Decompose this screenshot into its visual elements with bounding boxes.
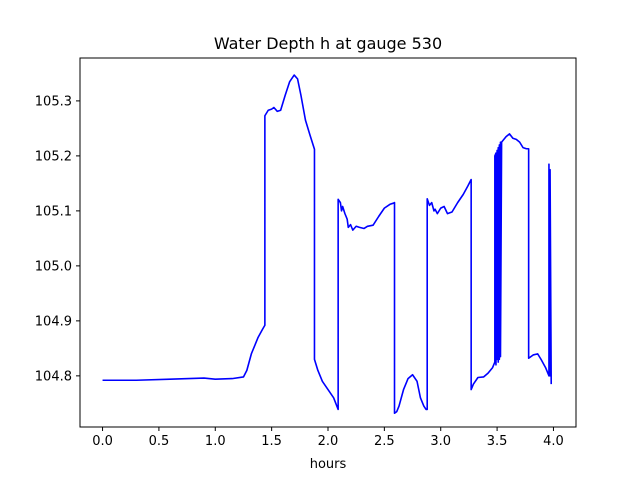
x-tick-label: 1.0 bbox=[205, 434, 226, 449]
y-tick-label: 104.8 bbox=[35, 369, 72, 384]
x-axis: 0.0 0.5 1.0 1.5 2.0 2.5 3.0 3.5 4.0 bbox=[92, 427, 564, 449]
y-axis: 104.8 104.9 105.0 105.1 105.2 105.3 bbox=[35, 94, 80, 384]
x-tick-label: 2.5 bbox=[374, 434, 395, 449]
x-tick-label: 3.0 bbox=[430, 434, 451, 449]
y-tick-label: 105.1 bbox=[35, 204, 72, 219]
x-tick-label: 3.5 bbox=[487, 434, 508, 449]
x-tick-label: 2.0 bbox=[318, 434, 339, 449]
y-tick-label: 105.0 bbox=[35, 259, 72, 274]
y-tick-label: 105.2 bbox=[35, 149, 72, 164]
plot-area bbox=[102, 74, 553, 415]
y-tick-label: 104.9 bbox=[35, 314, 72, 329]
y-tick-label: 105.3 bbox=[35, 94, 72, 109]
x-tick-label: 4.0 bbox=[543, 434, 564, 449]
chart-title: Water Depth h at gauge 530 bbox=[214, 34, 442, 53]
series-line-0 bbox=[102, 74, 553, 415]
x-tick-label: 0.0 bbox=[92, 434, 113, 449]
x-axis-label: hours bbox=[310, 457, 347, 472]
axes-frame bbox=[79, 57, 577, 428]
x-tick-label: 0.5 bbox=[149, 434, 170, 449]
x-tick-label: 1.5 bbox=[261, 434, 282, 449]
